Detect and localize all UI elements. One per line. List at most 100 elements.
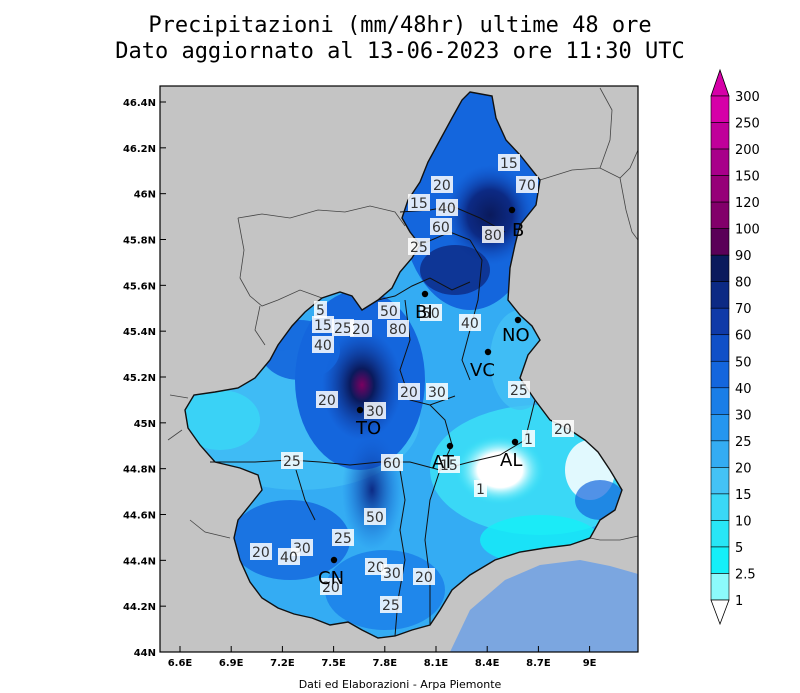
contour-value-label: 20	[318, 393, 336, 409]
contour-value-label: 1	[524, 432, 533, 448]
colorbar-label: 1	[735, 594, 743, 609]
colorbar-swatch	[710, 122, 730, 150]
contour-value-label: 15	[410, 196, 428, 212]
lon-tick-label: 8.1E	[424, 658, 449, 669]
colorbar-swatch	[710, 546, 730, 574]
city-dot-cn	[330, 556, 338, 564]
contour-value-label: 30	[428, 385, 446, 401]
contour-value-label: 30	[366, 404, 384, 420]
colorbar-label: 60	[735, 329, 752, 344]
sea-area	[450, 560, 638, 652]
contour-value-label: 25	[334, 321, 352, 337]
colorbar-label: 250	[735, 117, 760, 132]
colorbar-swatch	[710, 201, 730, 229]
city-label-al: AL	[500, 450, 522, 471]
contour-value-label: 40	[314, 338, 332, 354]
lon-tick-label: 9E	[583, 658, 597, 669]
contour-value-label: 60	[383, 456, 401, 472]
contour-value-label: 40	[461, 316, 479, 332]
contour-value-label: 15	[500, 156, 518, 172]
lon-tick-label: 6.6E	[168, 658, 193, 669]
contour-value-label: 15	[314, 318, 332, 334]
contour-value-label: 80	[484, 228, 502, 244]
lat-tick-label: 46.2N	[123, 144, 156, 155]
colorbar-label: 5	[735, 541, 743, 556]
lat-tick-label: 44.4N	[123, 556, 156, 567]
colorbar-swatch	[710, 148, 730, 176]
city-label-vc: VC	[470, 360, 495, 381]
colorbar-swatch	[710, 95, 730, 123]
contour-value-label: 20	[433, 178, 451, 194]
contour-value-label: 20	[322, 580, 340, 596]
city-dot-no	[514, 316, 522, 324]
lat-tick-label: 46N	[134, 190, 156, 201]
lon-tick-label: 7.8E	[373, 658, 398, 669]
colorbar-arrow-top	[710, 68, 730, 97]
colorbar-label: 40	[735, 382, 752, 397]
contour-value-label: 20	[554, 422, 572, 438]
lat-tick-label: 46.4N	[123, 98, 156, 109]
contour-value-label: 80	[389, 322, 407, 338]
colorbar-label: 15	[735, 488, 752, 503]
colorbar-swatch	[710, 334, 730, 362]
colorbar-swatch	[710, 467, 730, 495]
city-dot-vc	[484, 348, 492, 356]
contour-value-label: 25	[382, 598, 400, 614]
lat-tick-label: 45N	[134, 419, 156, 430]
colorbar-label: 90	[735, 249, 752, 264]
colorbar-arrow-bottom	[710, 599, 730, 626]
contour-value-label: 5	[316, 303, 325, 319]
city-dot-b	[508, 206, 516, 214]
lon-tick-label: 8.4E	[475, 658, 500, 669]
city-dot-to	[356, 406, 364, 414]
contour-value-label: 40	[280, 550, 298, 566]
colorbar-swatch	[710, 254, 730, 282]
lon-tick-label: 7.2E	[270, 658, 295, 669]
colorbar-swatch	[710, 175, 730, 203]
lat-tick-label: 45.8N	[123, 236, 156, 247]
colorbar-swatch	[710, 440, 730, 468]
colorbar-label: 30	[735, 408, 752, 423]
city-label-to: TO	[355, 418, 381, 439]
lat-tick-label: 45.4N	[123, 327, 156, 338]
contour-value-label: 25	[283, 454, 301, 470]
contour-value-label: 25	[510, 383, 528, 399]
contour-value-label: 60	[432, 220, 450, 236]
contour-value-label: 50	[422, 306, 440, 322]
colorbar-label: 20	[735, 461, 752, 476]
colorbar-swatch	[710, 520, 730, 548]
city-label-bi: BI	[415, 302, 433, 323]
colorbar-label: 150	[735, 170, 760, 185]
latitude-axis: 46.4N 46.2N 46N 45.8N 45.6N 45.4N 45.2N 45N 44.8…	[123, 98, 166, 659]
city-label-b: B	[512, 220, 524, 241]
city-label-at: AT	[432, 452, 455, 473]
contour-value-label: 50	[366, 510, 384, 526]
colorbar-label: 80	[735, 276, 752, 291]
longitude-axis: 6.6E 6.9E 7.2E 7.5E 7.8E 8.1E 8.4E 8.7E 9E	[168, 646, 597, 669]
city-dot-bi	[421, 290, 429, 298]
colorbar-label: 2.5	[735, 567, 756, 582]
colorbar-label: 300	[735, 90, 760, 105]
city-dot-at	[446, 442, 454, 450]
colorbar-swatch	[710, 573, 730, 601]
colorbar-label: 200	[735, 143, 760, 158]
contour-value-label: 30	[383, 566, 401, 582]
colorbar-label: 100	[735, 223, 760, 238]
contour-value-label: 25	[334, 531, 352, 547]
colorbar-swatch	[710, 493, 730, 521]
colorbar-label: 50	[735, 355, 752, 370]
lat-tick-label: 44N	[134, 648, 156, 659]
map-title-line1: Precipitazioni (mm/48hr) ultime 48 ore	[148, 13, 652, 38]
contour-value-label: 15	[440, 458, 458, 474]
lat-tick-label: 44.2N	[123, 602, 156, 613]
city-markers: B BI NO VC TO AT AL CN	[318, 206, 530, 589]
colorbar-swatch	[710, 360, 730, 389]
colorbar-label: 120	[735, 196, 760, 211]
colorbar: 3002502001501201009080706050403025201510…	[710, 68, 760, 626]
lat-tick-label: 44.8N	[123, 465, 156, 476]
colorbar-label: 70	[735, 302, 752, 317]
lon-tick-label: 6.9E	[219, 658, 244, 669]
city-label-no: NO	[502, 325, 530, 346]
colorbar-label: 10	[735, 514, 752, 529]
